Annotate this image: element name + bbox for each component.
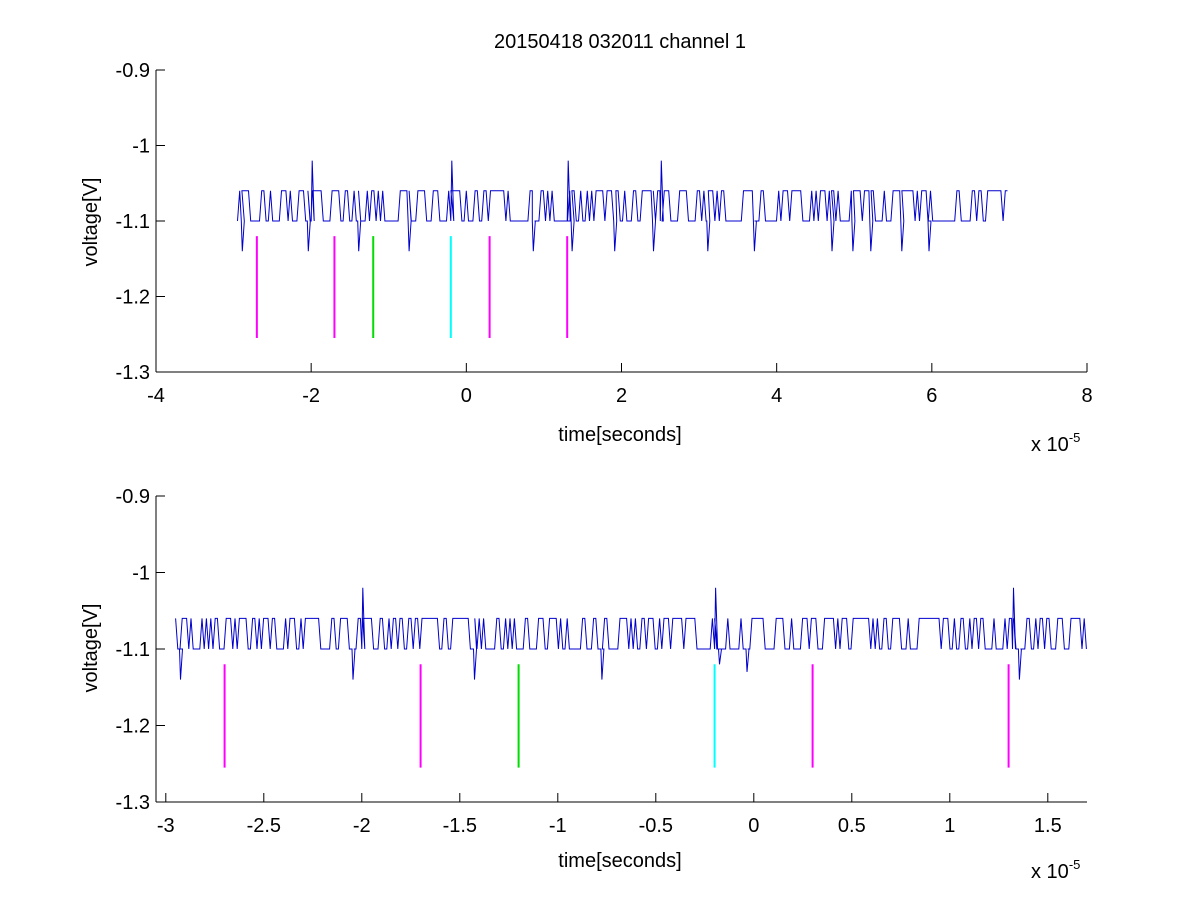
bottom-x-tick-label: 0 <box>748 815 759 837</box>
top-y-tick-label: -0.9 <box>116 60 150 82</box>
bottom-x-tick-label: -2 <box>353 815 371 837</box>
bottom-event-markers <box>223 664 1010 768</box>
top-x-tick-label: -2 <box>302 385 320 407</box>
bottom-x-exponent-base: x 10 <box>1031 861 1069 883</box>
bottom-y-tick-label: -0.9 <box>116 486 150 508</box>
bottom-y-tick-label: -1.3 <box>116 792 150 814</box>
bottom-x-tick-label: -1 <box>549 815 567 837</box>
bottom-x-tick-label: -3 <box>157 815 175 837</box>
bottom-y-tick-label: -1 <box>132 563 150 585</box>
top-y-tick-label: -1.2 <box>116 287 150 309</box>
bottom-x-tick-label: 1.5 <box>1034 815 1062 837</box>
top-signal-line <box>237 160 1008 252</box>
top-x-exponent-base: x 10 <box>1031 434 1069 456</box>
bottom-y-tick-label: -1.2 <box>116 716 150 738</box>
bottom-axes: -3 -2.5 -2 -1.5 -1 -0.5 0 0.5 1 1.5 -0.9 -1 -1.1 -1.2… <box>116 486 1087 837</box>
top-x-tick-label: 6 <box>926 385 937 407</box>
bottom-x-tick-label: 0.5 <box>838 815 866 837</box>
bottom-y-tick-label: -1.1 <box>116 639 150 661</box>
bottom-x-tick-label: -2.5 <box>247 815 281 837</box>
bottom-x-exponent-power: -5 <box>1069 857 1081 872</box>
top-x-axis-label: time[seconds] <box>558 424 681 446</box>
top-y-axis-label: voltage[V] <box>80 178 102 267</box>
top-signal-trace <box>237 160 1008 252</box>
top-x-tick-label: 0 <box>461 385 472 407</box>
top-x-tick-label: 8 <box>1081 385 1092 407</box>
bottom-signal-trace <box>175 587 1087 680</box>
figure-title: 20150418 032011 channel 1 <box>494 31 746 53</box>
top-y-tick-label: -1.3 <box>116 362 150 384</box>
bottom-x-tick-label: 1 <box>944 815 955 837</box>
top-event-markers <box>255 236 569 339</box>
top-x-tick-label: 2 <box>616 385 627 407</box>
bottom-subplot: -3 -2.5 -2 -1.5 -1 -0.5 0 0.5 1 1.5 -0.9 -1 -1.1 -1.2… <box>80 486 1087 883</box>
top-axes: -4 -2 0 2 4 6 8 -0.9 -1 -1.1 -1.2 -1.3 <box>116 60 1093 407</box>
top-y-tick-label: -1 <box>132 136 150 158</box>
bottom-x-axis-label: time[seconds] <box>558 850 681 872</box>
top-x-exponent: x 10-5 <box>1031 430 1080 456</box>
top-x-exponent-power: -5 <box>1069 430 1081 445</box>
bottom-signal-line <box>175 587 1087 680</box>
top-subplot: -4 -2 0 2 4 6 8 -0.9 -1 -1.1 -1.2 -1.3 time[seconds… <box>80 60 1093 456</box>
bottom-x-exponent: x 10-5 <box>1031 857 1080 883</box>
top-x-tick-label: -4 <box>147 385 165 407</box>
top-y-tick-label: -1.1 <box>116 211 150 233</box>
top-x-tick-label: 4 <box>771 385 782 407</box>
bottom-x-tick-label: -1.5 <box>443 815 477 837</box>
bottom-y-axis-label: voltage[V] <box>80 604 102 693</box>
bottom-x-tick-label: -0.5 <box>639 815 673 837</box>
